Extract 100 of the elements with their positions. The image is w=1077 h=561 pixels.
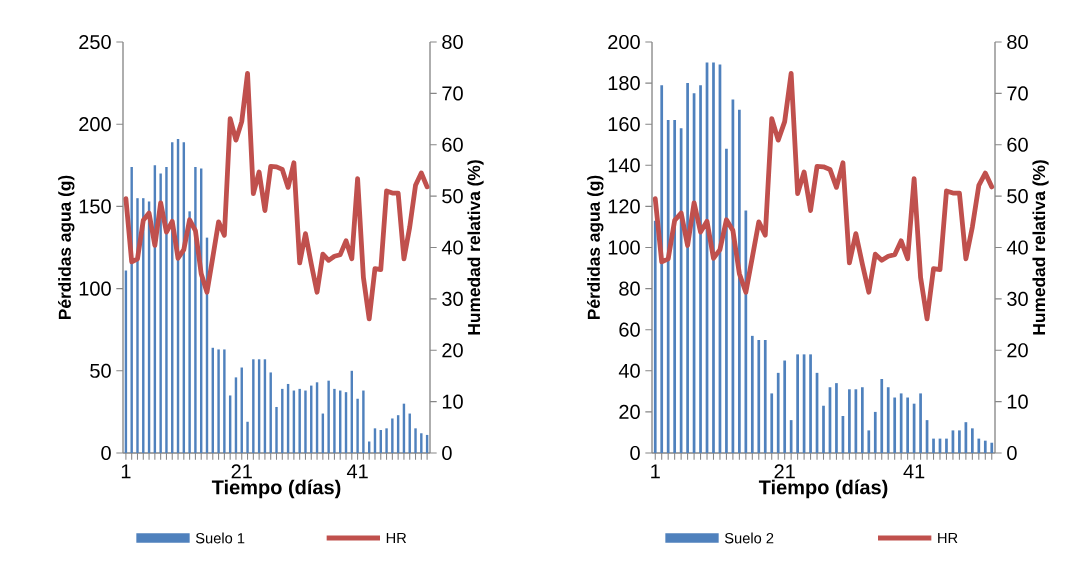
y-tick-label: 0 <box>101 445 111 461</box>
bar <box>246 421 249 453</box>
y-tick-label: 100 <box>608 240 640 255</box>
y2-tick-label: 30 <box>442 291 463 306</box>
bar <box>835 383 838 453</box>
y2-tick-label: 0 <box>442 445 452 461</box>
x-tick-label: 21 <box>231 464 252 479</box>
bar <box>194 166 197 453</box>
x-axis-title: Tiempo (días) <box>211 479 341 499</box>
bar <box>391 418 394 453</box>
y2-tick-label: 50 <box>442 189 463 204</box>
legend-label: HR <box>386 532 407 544</box>
bar <box>893 397 897 453</box>
bar <box>906 397 909 453</box>
bar <box>666 120 670 453</box>
bar <box>763 339 767 453</box>
y-tick-label: 100 <box>79 281 111 296</box>
bar <box>789 420 793 453</box>
y-tick-label: 150 <box>79 199 111 214</box>
bar <box>188 211 191 453</box>
y2-tick-label: 30 <box>1007 291 1028 306</box>
bar <box>275 406 278 453</box>
bar <box>333 388 336 453</box>
y-axis-title: Pérdidas agua (g) <box>587 175 604 320</box>
bar <box>750 335 754 453</box>
bar <box>744 210 748 453</box>
y2-tick-label: 20 <box>1007 343 1028 358</box>
bar <box>958 430 961 453</box>
y2-axis-title: Humedad relativa (%) <box>467 160 484 335</box>
bar <box>217 349 220 453</box>
bar <box>653 220 657 453</box>
y-tick-label: 250 <box>79 34 111 50</box>
y2-tick-label: 50 <box>1007 189 1028 204</box>
bar <box>848 389 851 453</box>
bar <box>298 388 301 453</box>
bar <box>304 390 307 453</box>
bar <box>822 405 825 453</box>
y-axis-title: Pérdidas agua (g) <box>58 175 75 320</box>
bar <box>983 440 987 453</box>
bar <box>990 442 994 453</box>
y-tick-label: 160 <box>608 117 640 132</box>
y-tick-label: 120 <box>608 199 640 214</box>
y2-tick-label: 20 <box>442 343 463 358</box>
bar <box>327 380 330 453</box>
line-series <box>123 70 430 322</box>
y2-tick-label: 60 <box>1007 137 1028 152</box>
y2-tick-label: 10 <box>1007 394 1028 409</box>
y-tick-label: 60 <box>619 322 640 337</box>
y2-tick-label: 80 <box>1007 34 1028 50</box>
y-tick-label: 20 <box>619 404 640 419</box>
y2-tick-label: 60 <box>442 137 463 152</box>
bar <box>269 372 272 453</box>
bar <box>660 85 664 453</box>
x-tick-label: 21 <box>774 464 795 479</box>
y2-tick-label: 70 <box>442 86 463 101</box>
bar <box>725 148 728 453</box>
y-tick-label: 0 <box>630 445 640 461</box>
bar <box>699 85 702 453</box>
y2-tick-label: 10 <box>442 394 463 409</box>
legend-label: Suelo 1 <box>195 532 245 544</box>
bar <box>252 359 255 453</box>
y-tick-label: 200 <box>79 117 111 132</box>
y-tick-label: 180 <box>608 76 640 91</box>
bar <box>945 438 948 453</box>
bar <box>880 379 884 453</box>
bar <box>977 438 981 453</box>
x-axis-title: Tiempo (días) <box>758 479 888 499</box>
bar <box>899 393 903 453</box>
bar <box>796 354 799 453</box>
bar <box>356 398 359 453</box>
x-tick-label: 41 <box>346 464 368 479</box>
x-tick-label: 41 <box>903 464 925 479</box>
x-tick-label: 1 <box>651 464 660 479</box>
bar <box>686 83 689 453</box>
legend-label: HR <box>938 532 958 544</box>
y2-tick-label: 80 <box>442 34 463 50</box>
y2-axis-title: Humedad relativa (%) <box>1032 160 1049 335</box>
bar <box>420 433 423 453</box>
bar <box>970 428 974 453</box>
bar <box>385 428 388 453</box>
bar <box>362 390 365 453</box>
bar <box>776 372 780 453</box>
bar <box>809 354 812 453</box>
bar <box>860 387 864 453</box>
y2-tick-label: 40 <box>1006 240 1028 255</box>
y-tick-label: 140 <box>608 158 640 173</box>
y2-tick-label: 40 <box>441 240 463 255</box>
y2-tick-label: 70 <box>1007 86 1028 101</box>
bar <box>783 360 787 453</box>
x-tick-label: 1 <box>121 464 131 479</box>
bar <box>867 430 871 453</box>
y2-tick-label: 0 <box>1007 445 1017 461</box>
y-tick-label: 40 <box>618 363 640 378</box>
bar <box>919 393 922 453</box>
bar <box>770 393 774 453</box>
bar <box>886 387 890 453</box>
y-tick-label: 80 <box>619 281 640 296</box>
bar <box>673 120 677 453</box>
bar <box>281 388 284 453</box>
bar <box>738 109 741 453</box>
